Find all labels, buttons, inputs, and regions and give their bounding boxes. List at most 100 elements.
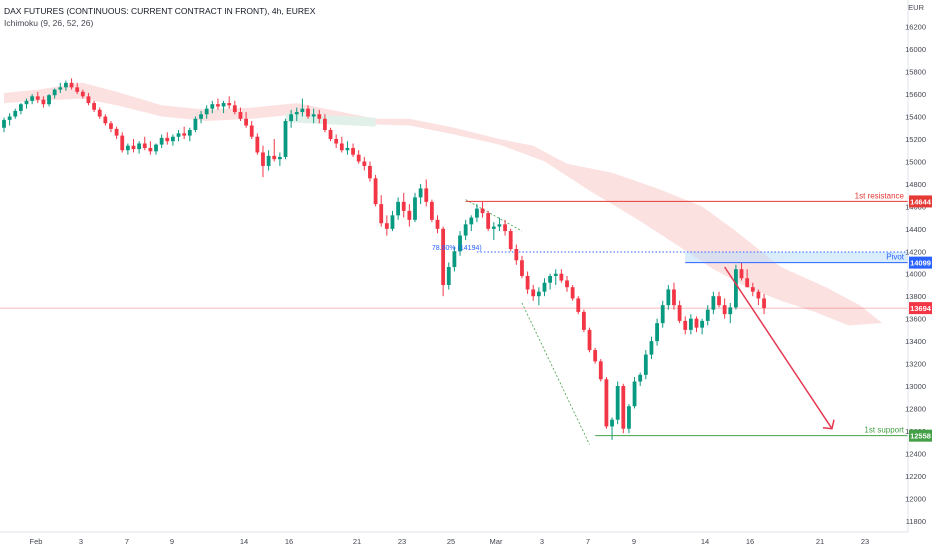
candle-body	[255, 136, 260, 153]
candle	[413, 192, 417, 223]
candle	[18, 103, 23, 115]
candle	[694, 316, 699, 333]
candle-body	[762, 298, 766, 309]
candle	[52, 88, 57, 99]
candle	[345, 141, 350, 155]
candle-body	[407, 210, 412, 220]
candle	[323, 114, 327, 133]
candle-body	[598, 361, 603, 380]
candle	[311, 108, 316, 124]
candle-body	[711, 296, 716, 310]
candle-body	[463, 224, 468, 236]
candle-body	[187, 130, 192, 136]
candle	[103, 114, 108, 126]
currency-label: EUR	[908, 3, 924, 12]
x-tick-label: 23	[398, 537, 406, 546]
candle	[598, 359, 603, 382]
candle-body	[694, 318, 699, 328]
candle-body	[69, 82, 74, 88]
candle-body	[171, 136, 175, 142]
candle	[593, 347, 598, 364]
candle-body	[204, 108, 209, 115]
candle	[756, 289, 761, 306]
candle-body	[728, 307, 733, 315]
candle	[553, 269, 558, 285]
candle-body	[525, 275, 530, 290]
candle	[435, 215, 440, 234]
candle	[677, 300, 682, 324]
candle	[131, 138, 136, 153]
candle	[407, 204, 412, 227]
candle-body	[103, 116, 108, 124]
candle-body	[660, 305, 665, 324]
y-tick-label: 14400	[905, 225, 926, 234]
y-tick-label: 13800	[905, 292, 926, 301]
indicator-legend[interactable]: Ichimoku (9, 26, 52, 26)	[4, 18, 94, 28]
candle-body	[266, 155, 271, 166]
candle-body	[542, 282, 547, 292]
candle	[35, 91, 40, 104]
candle	[362, 156, 367, 171]
candle-body	[452, 251, 457, 267]
candle	[497, 217, 502, 232]
candle-body	[300, 108, 305, 113]
candle	[356, 150, 361, 164]
x-tick-label: 21	[816, 537, 824, 546]
candle-body	[18, 104, 23, 111]
y-tick-label: 16200	[905, 23, 926, 32]
candle	[542, 278, 547, 297]
y-tick-label: 12400	[905, 449, 926, 458]
candle	[92, 100, 96, 113]
candle	[700, 318, 705, 335]
candle-body	[216, 104, 220, 107]
candle-body	[429, 201, 434, 220]
candle	[762, 293, 766, 315]
y-tick-label: 12800	[905, 404, 926, 413]
candle-body	[137, 143, 142, 150]
candle	[187, 127, 192, 142]
candle	[441, 226, 446, 297]
x-tick-label: 7	[586, 537, 590, 546]
candle-body	[379, 204, 384, 224]
candle	[525, 271, 530, 294]
candle	[508, 228, 513, 252]
candle-body	[672, 289, 676, 306]
candle	[655, 318, 659, 346]
candle	[750, 282, 755, 297]
candle-body	[643, 354, 648, 375]
candle	[165, 132, 170, 145]
x-tick-label: 14	[701, 537, 709, 546]
candle	[576, 296, 581, 315]
x-tick-label: 3	[79, 537, 83, 546]
candle-body	[401, 201, 406, 211]
candle	[244, 112, 248, 128]
candle	[176, 130, 181, 142]
ichimoku-cloud	[4, 82, 883, 326]
y-tick-label: 15400	[905, 113, 926, 122]
candle-body	[700, 320, 705, 328]
candle-body	[339, 143, 344, 151]
candle-body	[666, 289, 671, 306]
candle	[672, 282, 676, 310]
price-tag-label: 14644	[910, 197, 932, 206]
candle	[221, 100, 226, 114]
candle-body	[491, 226, 496, 229]
candle	[266, 150, 271, 171]
price-tag-label: 12558	[910, 432, 931, 441]
candle-body	[148, 147, 153, 152]
fib-line-upper	[465, 199, 523, 232]
candle-body	[734, 269, 738, 308]
candle-body	[384, 223, 389, 229]
candle	[531, 284, 536, 301]
y-tick-label: 13600	[905, 315, 926, 324]
candle-body	[469, 217, 474, 225]
candle	[390, 210, 395, 232]
candle-body	[221, 103, 226, 107]
candle-body	[182, 133, 187, 136]
candle-body	[289, 114, 294, 122]
pivot-zone	[685, 251, 908, 263]
x-tick-label: 16	[746, 537, 754, 546]
y-tick-label: 15200	[905, 135, 926, 144]
candle-body	[249, 125, 254, 137]
